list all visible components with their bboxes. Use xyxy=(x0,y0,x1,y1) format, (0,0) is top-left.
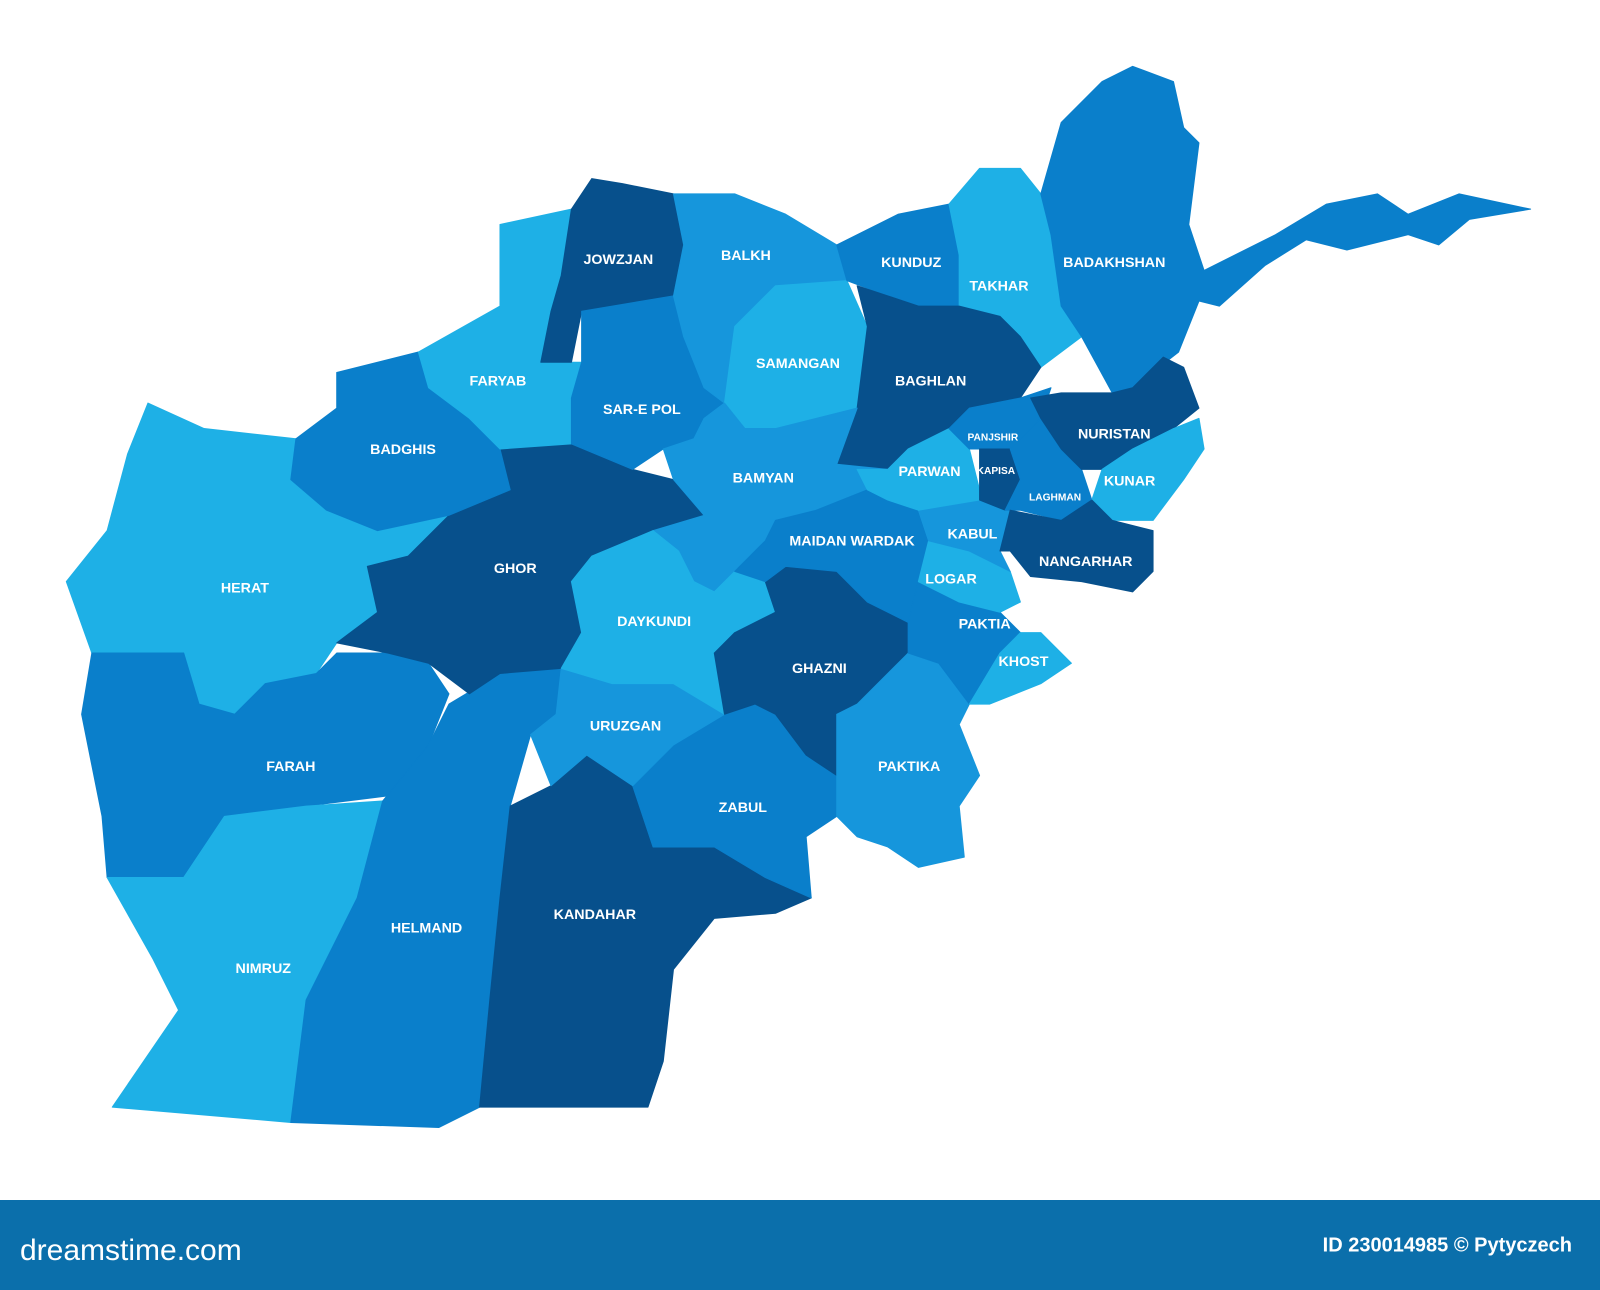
province-label: LOGAR xyxy=(925,571,977,587)
province-label: MAIDAN WARDAK xyxy=(789,534,915,550)
province-label: PANJSHIR xyxy=(967,432,1018,443)
province-label: TAKHAR xyxy=(969,278,1029,294)
province-label: BAGHLAN xyxy=(895,373,966,389)
province-label: ZABUL xyxy=(719,800,768,816)
province-label: LAGHMAN xyxy=(1029,493,1081,504)
province-label: DAYKUNDI xyxy=(617,614,691,630)
footer-brand: dreamstime.com xyxy=(20,1234,242,1267)
province-label: KAPISA xyxy=(977,466,1016,477)
province-label: BADGHIS xyxy=(370,442,436,458)
province-label: KHOST xyxy=(998,654,1048,670)
province-label: FARYAB xyxy=(470,373,527,389)
province-label: KANDAHAR xyxy=(554,907,637,923)
province-label: SAR-E POL xyxy=(603,402,681,418)
province xyxy=(968,632,1072,705)
provinces xyxy=(65,65,1532,1129)
province xyxy=(1030,356,1200,470)
province-label: SAMANGAN xyxy=(756,356,840,372)
province-label: NANGARHAR xyxy=(1039,554,1133,570)
province-label: FARAH xyxy=(266,759,315,775)
province-label: GHAZNI xyxy=(792,661,847,677)
province-label: BAMYAN xyxy=(733,470,794,486)
province-label: PAKTIKA xyxy=(878,759,940,775)
province-labels: HERAT FARAH NIMRUZ HELMAND KANDAHAR ZABUL URUZ… xyxy=(221,248,1166,977)
province-label: URUZGAN xyxy=(590,718,661,734)
province-label: KABUL xyxy=(947,526,997,542)
footer-id: ID 230014985 © Pytyczech xyxy=(1323,1234,1572,1256)
province-label: NIMRUZ xyxy=(236,961,292,977)
province-label: KUNDUZ xyxy=(881,255,942,271)
footer-bar xyxy=(0,1200,1600,1290)
province-label: KUNAR xyxy=(1104,473,1156,489)
province-label: BADAKHSHAN xyxy=(1063,255,1165,271)
province-label: BALKH xyxy=(721,248,771,264)
afghanistan-map: HERAT FARAH NIMRUZ HELMAND KANDAHAR ZABUL URUZ… xyxy=(65,65,1532,1129)
province-label: HERAT xyxy=(221,581,269,597)
province xyxy=(999,499,1154,593)
province-label: HELMAND xyxy=(391,920,462,936)
province-label: PAKTIA xyxy=(959,616,1011,632)
province-label: NURISTAN xyxy=(1078,426,1151,442)
province-label: JOWZJAN xyxy=(583,252,653,268)
province-label: GHOR xyxy=(494,561,537,577)
province-label: PARWAN xyxy=(899,464,961,480)
